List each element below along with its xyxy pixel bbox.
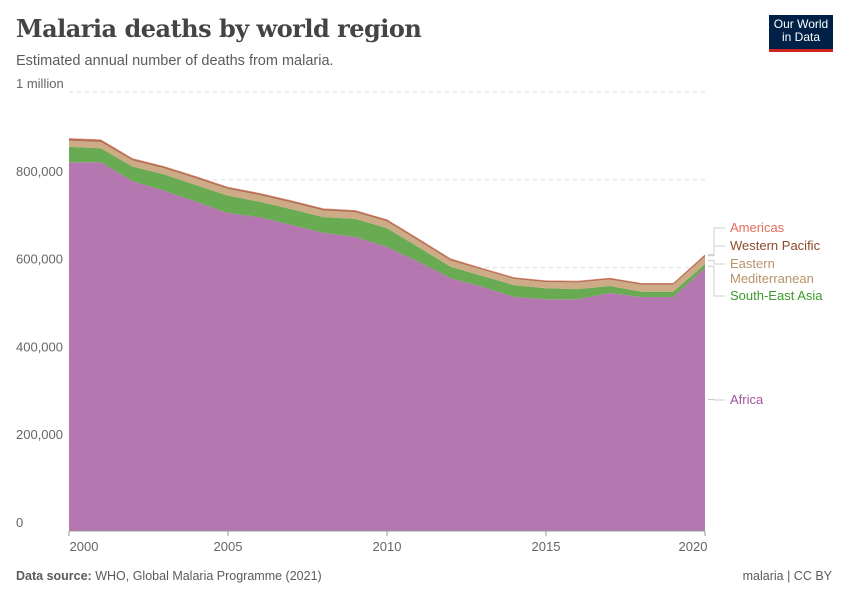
owid-logo[interactable]: Our World in Data xyxy=(769,15,833,52)
source-text[interactable]: WHO, Global Malaria Programme (2021) xyxy=(95,569,322,583)
x-tick-label: 2020 xyxy=(679,539,708,554)
legend-connector xyxy=(708,265,725,297)
data-source: Data source: WHO, Global Malaria Program… xyxy=(16,569,322,583)
x-tick-label: 2015 xyxy=(532,539,561,554)
x-tick-label: 2005 xyxy=(214,539,243,554)
chart-subtitle: Estimated annual number of deaths from m… xyxy=(16,53,334,69)
legend-label: Western Pacific xyxy=(730,238,821,253)
license[interactable]: malaria | CC BY xyxy=(742,569,832,583)
legend-label: South-East Asia xyxy=(730,288,823,303)
source-label: Data source: xyxy=(16,569,92,583)
legend-label: Eastern Mediterranean xyxy=(730,256,814,286)
x-tick-label: 2000 xyxy=(70,539,99,554)
y-tick-label: 200,000 xyxy=(16,427,63,442)
legend-connector xyxy=(708,227,725,256)
legend-label: Americas xyxy=(730,220,785,235)
x-tick-label: 2010 xyxy=(373,539,402,554)
legend-label: Africa xyxy=(730,392,764,407)
y-tick-label: 0 xyxy=(16,515,23,530)
y-tick-label: 800,000 xyxy=(16,164,63,179)
legend-connector xyxy=(708,259,725,265)
chart-title: Malaria deaths by world region xyxy=(16,14,422,43)
y-tick-label: 1 million xyxy=(16,76,64,91)
y-tick-label: 600,000 xyxy=(16,252,63,267)
y-tick-label: 400,000 xyxy=(16,339,63,354)
area-africa xyxy=(69,162,705,532)
